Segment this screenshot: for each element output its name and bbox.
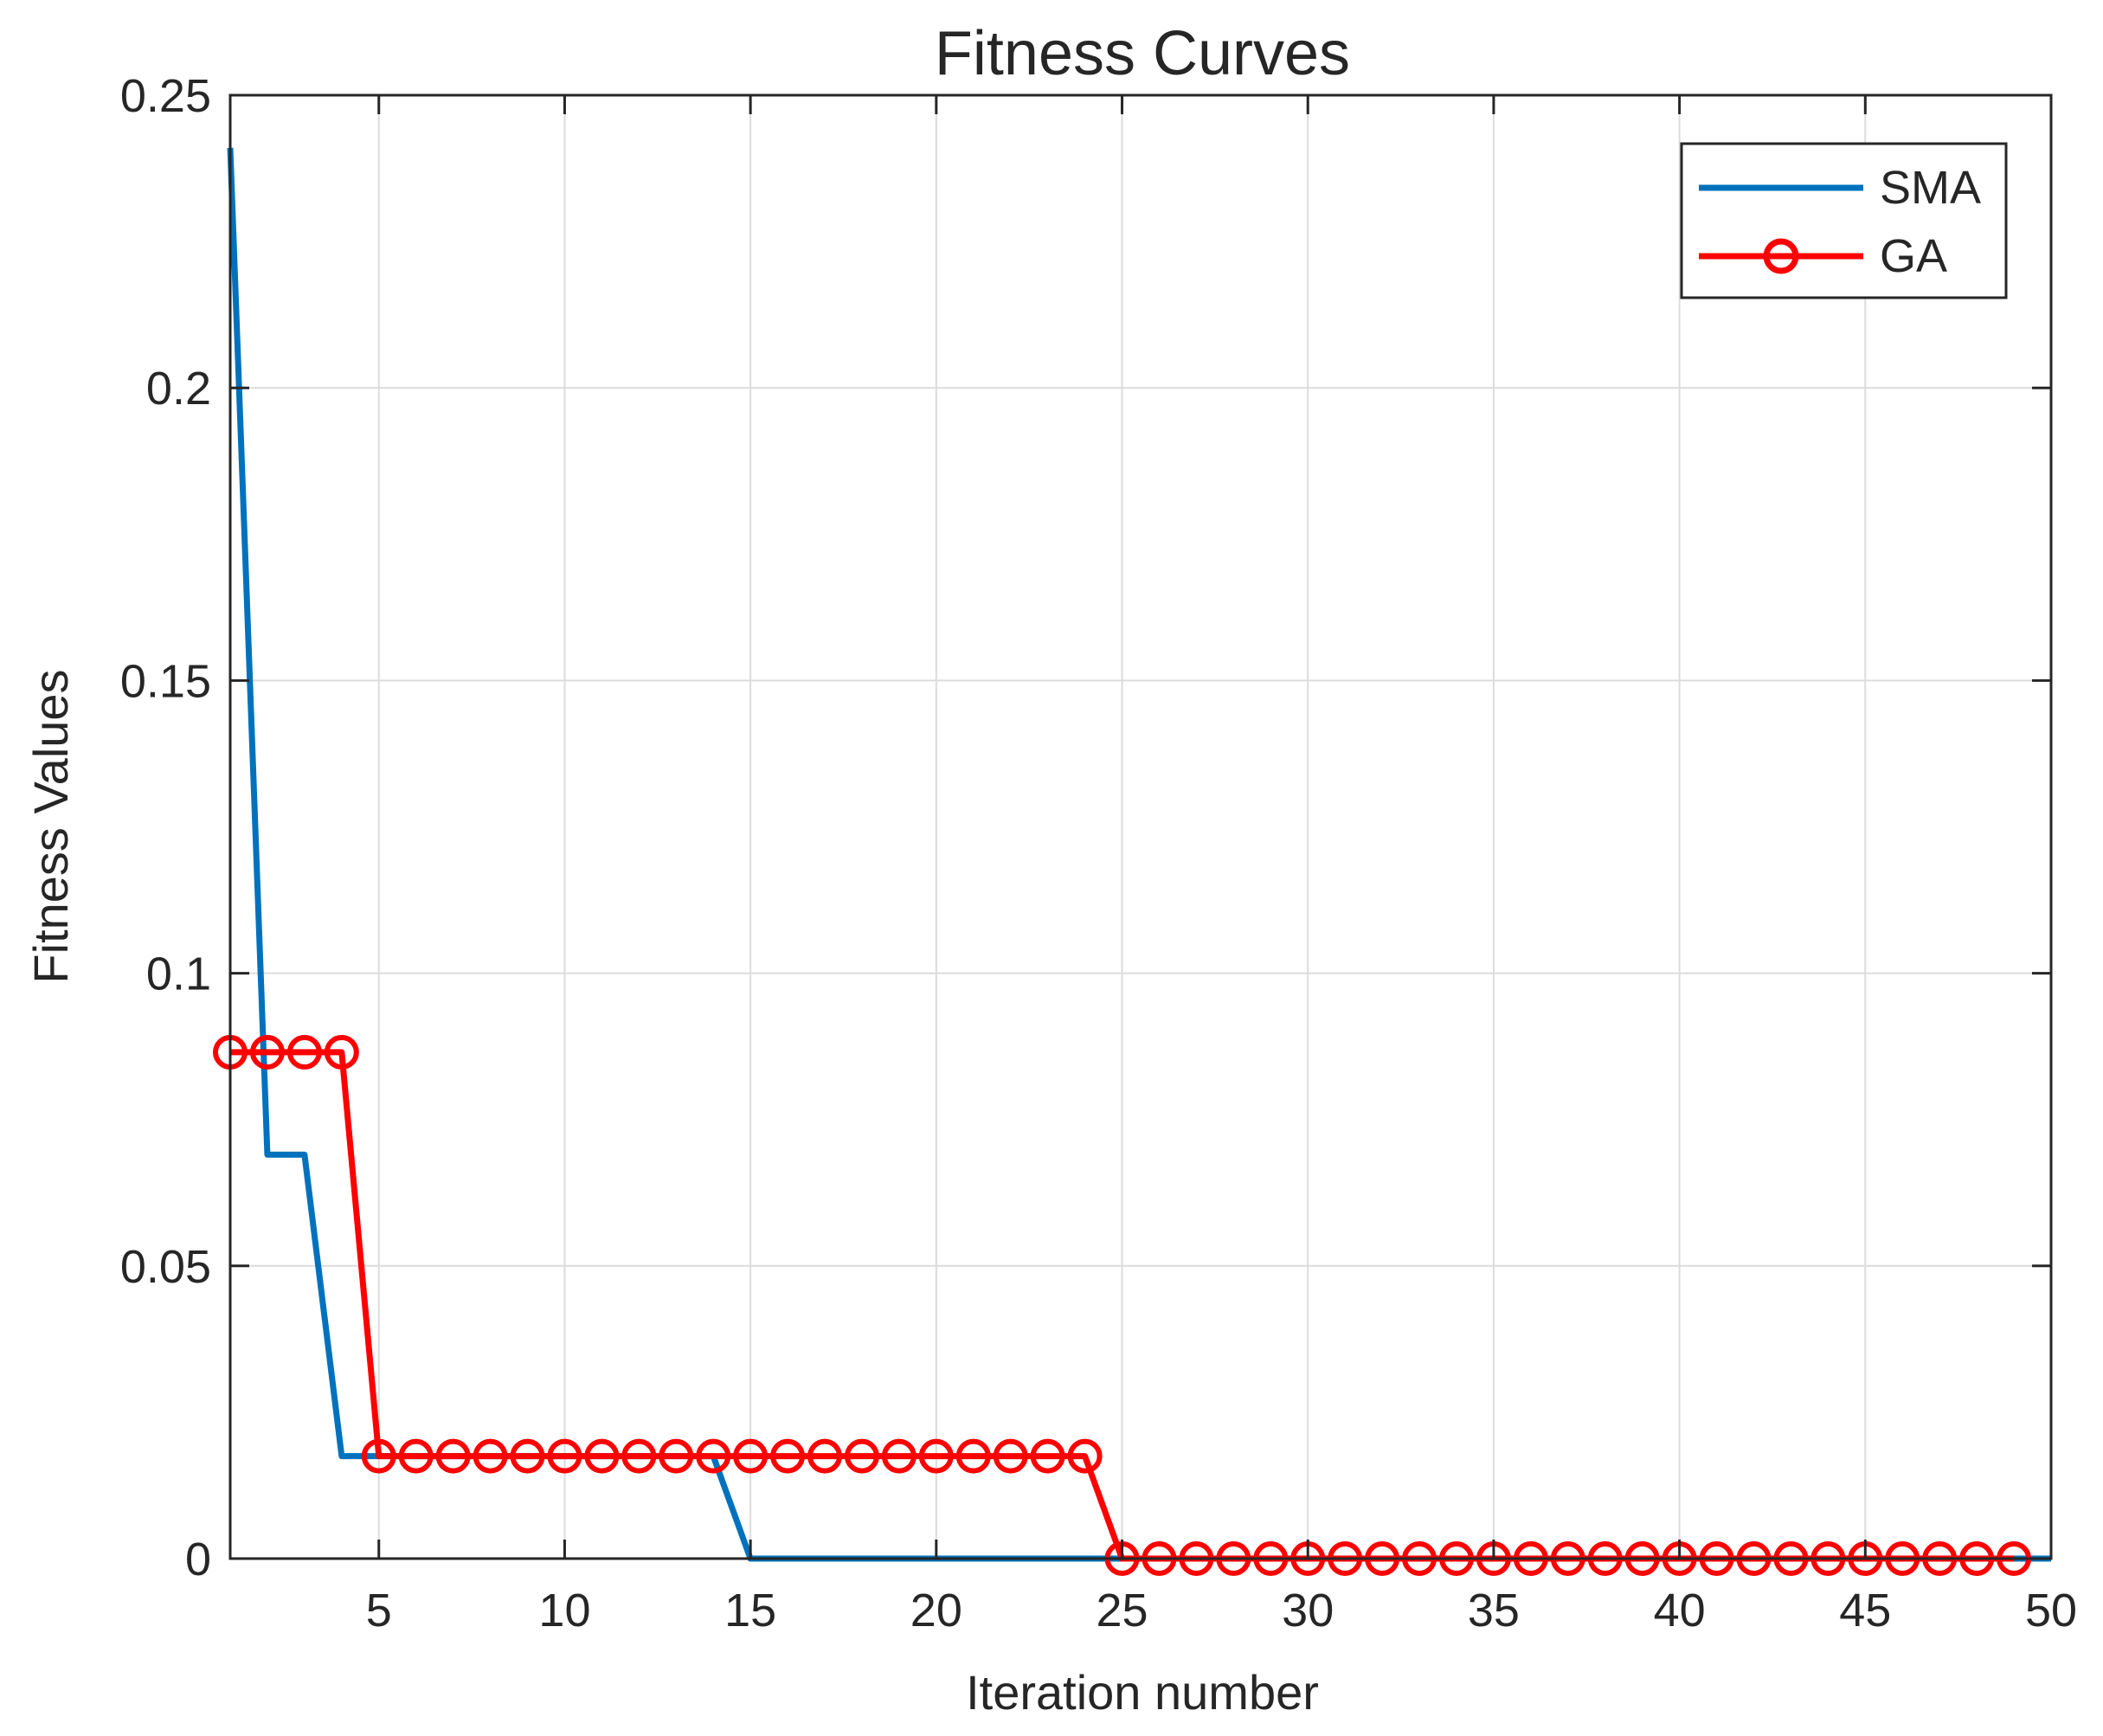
data-point-ga bbox=[993, 1438, 1028, 1474]
data-point-ga bbox=[807, 1438, 843, 1474]
chart-title: Fitness Curves bbox=[935, 19, 1350, 88]
tick-label-layer: 5 10 15 20 25 30 35 40 45 50 0 0.05 0.1 0.15 0.2 0.25 bbox=[120, 70, 2077, 1636]
data-point-ga bbox=[621, 1438, 657, 1474]
series-layer bbox=[213, 147, 2051, 1576]
grid-layer bbox=[230, 95, 2051, 1559]
data-point-ga bbox=[770, 1438, 806, 1474]
data-point-ga bbox=[881, 1438, 916, 1474]
legend-ga-label: GA bbox=[1880, 230, 1947, 282]
series-line-sma bbox=[227, 147, 2051, 1562]
x-axis-label: Iteration number bbox=[966, 1665, 1319, 1720]
data-point-ga bbox=[286, 1034, 322, 1070]
x-tick-label: 35 bbox=[1468, 1585, 1520, 1636]
data-point-ga bbox=[584, 1438, 620, 1474]
data-point-ga bbox=[473, 1438, 508, 1474]
legend-ga-marker bbox=[1763, 238, 1799, 274]
y-tick-label: 0.25 bbox=[120, 70, 211, 122]
x-tick-label: 20 bbox=[910, 1585, 962, 1636]
plot-frame bbox=[228, 93, 2053, 1560]
data-point-ga bbox=[659, 1438, 694, 1474]
data-point-ga bbox=[1067, 1438, 1103, 1474]
x-tick-label: 40 bbox=[1654, 1585, 1706, 1636]
y-tick-label: 0.15 bbox=[120, 655, 211, 707]
data-point-ga bbox=[361, 1438, 396, 1474]
data-point-ga bbox=[398, 1438, 434, 1474]
legend: SMA GA bbox=[1680, 142, 2008, 299]
y-tick-label: 0.1 bbox=[146, 948, 211, 1000]
data-point-ga bbox=[918, 1438, 954, 1474]
data-point-ga bbox=[1030, 1438, 1065, 1474]
legend-sma-label: SMA bbox=[1880, 162, 1981, 214]
data-point-ga bbox=[249, 1034, 285, 1070]
x-tick-label: 25 bbox=[1096, 1585, 1148, 1636]
x-tick-label: 50 bbox=[2025, 1585, 2077, 1636]
x-tick-label: 15 bbox=[724, 1585, 776, 1636]
data-point-ga bbox=[435, 1438, 471, 1474]
x-tick-label: 5 bbox=[366, 1585, 392, 1636]
data-point-ga bbox=[547, 1438, 582, 1474]
y-tick-label: 0 bbox=[185, 1533, 211, 1585]
x-tick-label: 45 bbox=[1839, 1585, 1891, 1636]
data-point-ga bbox=[324, 1034, 359, 1070]
y-tick-label: 0.05 bbox=[120, 1241, 211, 1293]
data-point-ga bbox=[696, 1438, 731, 1474]
x-tick-label: 30 bbox=[1282, 1585, 1334, 1636]
data-point-ga bbox=[955, 1438, 991, 1474]
data-point-ga bbox=[844, 1438, 879, 1474]
data-point-ga bbox=[510, 1438, 545, 1474]
data-point-ga bbox=[733, 1438, 769, 1474]
y-tick-label: 0.2 bbox=[146, 363, 211, 415]
x-tick-label: 10 bbox=[538, 1585, 590, 1636]
legend-box bbox=[1680, 142, 2008, 299]
y-axis-label: Fitness Values bbox=[23, 669, 78, 983]
axes-layer bbox=[228, 93, 2053, 1560]
